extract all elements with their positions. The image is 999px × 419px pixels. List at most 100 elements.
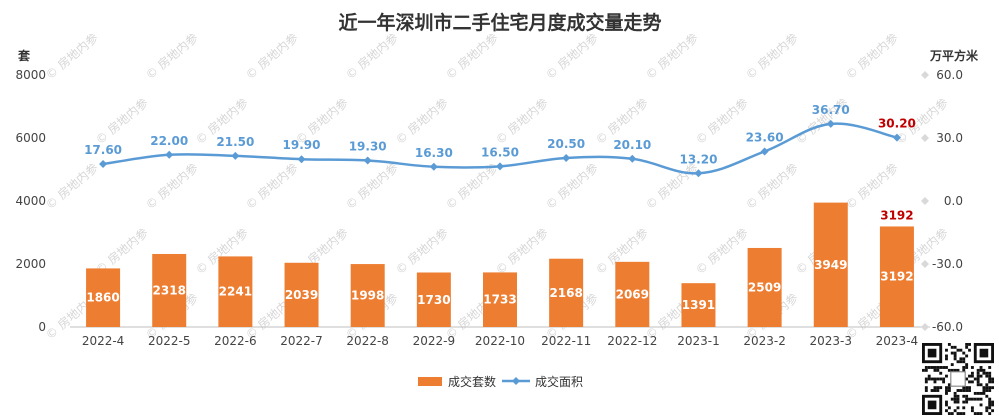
x-tick-label: 2023-2 (743, 334, 786, 348)
bar (416, 272, 451, 327)
y-right-tick-marker (921, 134, 929, 142)
x-tick-label: 2022-11 (541, 334, 591, 348)
watermark-text: © 房地内参 (542, 160, 601, 213)
qr-module (942, 380, 946, 384)
qr-module (965, 394, 969, 398)
qr-module (968, 397, 971, 401)
watermark-text: © 房地内参 (142, 30, 201, 83)
qr-module (962, 351, 966, 355)
qr-module (924, 368, 928, 372)
qr-module (985, 394, 989, 398)
qr-module (956, 406, 960, 410)
qr-module (956, 360, 960, 364)
qr-module (945, 391, 948, 395)
qr-module (942, 377, 946, 381)
watermark-text: © 房地内参 (842, 160, 901, 213)
qr-module (968, 386, 971, 390)
qr-module (965, 386, 969, 390)
qr-module (976, 397, 980, 401)
qr-finder-outer (922, 343, 943, 364)
watermark-text: © 房地内参 (542, 30, 601, 83)
qr-module (962, 406, 966, 410)
x-tick-label: 2022-10 (475, 334, 525, 348)
watermark-text: © 房地内参 (242, 160, 301, 213)
bar-value-label: 2039 (285, 288, 318, 302)
line-point (99, 160, 108, 169)
qr-module (945, 366, 948, 369)
line-value-label: 22.00 (150, 134, 188, 148)
watermark-text: © 房地内参 (492, 225, 551, 278)
qr-module (936, 368, 940, 372)
qr-module (988, 397, 992, 401)
qr-module (962, 357, 966, 361)
line-point (892, 133, 901, 142)
qr-module (945, 354, 948, 358)
line-value-label: 20.50 (547, 137, 585, 151)
qr-module (930, 389, 934, 392)
watermark-text: © 房地内参 (692, 225, 751, 278)
qr-module (988, 366, 992, 369)
line-point (826, 119, 835, 128)
watermark-text: © 房地内参 (342, 160, 401, 213)
x-tick-label: 2022-9 (413, 334, 456, 348)
qr-module (956, 400, 960, 404)
x-tick-label: 2022-4 (82, 334, 125, 348)
legend-line-label: 成交面积 (535, 374, 583, 389)
qr-module (947, 368, 951, 372)
qr-module (959, 412, 963, 415)
bar-highlight-label: 3192 (880, 208, 913, 222)
qr-module (933, 368, 937, 372)
qr-module (988, 403, 992, 407)
qr-module (968, 389, 971, 392)
axes: 0 2000 4000 6000 8000 -60.0 -30.0 0.0 30.0 60.0 20… (15, 68, 963, 348)
qr-module (982, 391, 986, 395)
x-tick-label: 2023-1 (677, 334, 720, 348)
qr-module (979, 374, 983, 378)
line-point (694, 169, 703, 178)
qr-module (962, 386, 966, 390)
line-point (760, 147, 769, 156)
qr-module (930, 377, 934, 381)
line-point (297, 155, 306, 164)
x-tick-label: 2023-4 (876, 334, 919, 348)
qr-module (945, 374, 948, 378)
bar-value-label: 2069 (616, 287, 649, 301)
qr-module (953, 391, 957, 395)
qr-module (976, 380, 980, 384)
qr-module (956, 412, 960, 415)
qr-module (976, 412, 980, 415)
line-value-label: 13.20 (679, 152, 717, 166)
qr-module (953, 400, 957, 404)
watermark-text: © 房地内参 (742, 30, 801, 83)
qr-module (962, 389, 966, 392)
watermark-text: © 房地内参 (42, 160, 101, 213)
qr-module (965, 377, 969, 381)
line-value-label: 21.50 (216, 135, 254, 149)
bar (615, 261, 650, 327)
qr-module (982, 386, 986, 390)
qr-module (965, 366, 969, 369)
bar (350, 264, 385, 327)
qr-module (959, 360, 963, 364)
line-series: 17.60 22.00 21.50 19.90 19.30 16.30 16.50 20.50… (84, 103, 916, 178)
qr-module (991, 386, 994, 390)
y-right-tick-label: 0.0 (944, 194, 963, 208)
qr-module (959, 357, 963, 361)
qr-center-logo (950, 371, 966, 387)
watermark-text: © 房地内参 (642, 30, 701, 83)
watermark-text: © 房地内参 (92, 95, 151, 148)
line-value-label: 19.30 (349, 139, 387, 153)
qr-module (965, 363, 969, 367)
bar (747, 247, 782, 327)
qr-code[interactable] (922, 343, 994, 415)
qr-module (965, 397, 969, 401)
qr-module (945, 400, 948, 404)
qr-module (991, 403, 994, 407)
watermark-text: © 房地内参 (742, 160, 801, 213)
bar (681, 283, 716, 327)
qr-module (959, 389, 963, 392)
qr-module (979, 391, 983, 395)
qr-module (947, 389, 951, 392)
qr-module (976, 374, 980, 378)
